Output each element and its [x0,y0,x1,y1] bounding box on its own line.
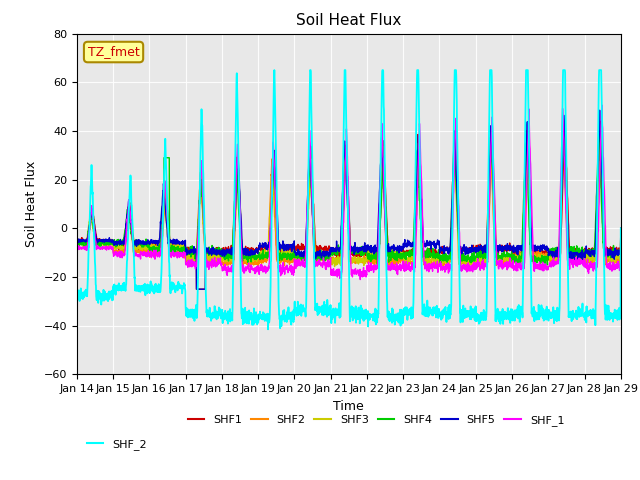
SHF3 [376,201,384,206]
SHF3 [584,253,592,259]
SHF4 [376,223,384,229]
SHF_1 [507,261,515,266]
Y-axis label: Soil Heat Flux: Soil Heat Flux [25,161,38,247]
SHF3 [423,264,431,270]
SHF_1 [584,269,592,275]
SHF_1 [365,259,372,265]
Line: SHF3: SHF3 [77,128,621,267]
SHF1 [376,216,384,221]
SHF2 [596,122,604,128]
SHF_2 [271,67,278,73]
SHF1 [73,239,81,244]
SHF5 [365,245,372,251]
SHF4 [73,240,81,246]
SHF5 [73,237,81,243]
SHF5 [225,248,232,254]
SHF3 [569,253,577,259]
SHF2 [584,258,592,264]
SHF2 [365,261,372,266]
SHF4 [584,251,592,257]
SHF5 [376,163,384,168]
SHF_1 [569,258,577,264]
SHF4 [617,226,625,231]
SHF_2 [584,311,592,316]
SHF1 [225,249,232,255]
SHF_2 [570,316,577,322]
SHF2 [569,252,577,258]
SHF_2 [377,159,385,165]
SHF5 [569,250,577,256]
SHF2 [376,192,384,198]
SHF4 [541,264,549,269]
SHF3 [596,125,604,131]
SHF4 [225,258,232,264]
SHF1 [596,118,604,124]
SHF_2 [617,226,625,231]
SHF3 [617,226,625,231]
SHF4 [507,252,515,258]
SHF1 [584,250,592,256]
Line: SHF_1: SHF_1 [77,105,621,279]
Line: SHF5: SHF5 [77,110,621,289]
SHF1 [365,251,372,256]
SHF5 [584,248,592,254]
Text: TZ_fmet: TZ_fmet [88,46,140,59]
SHF_2 [365,315,372,321]
SHF_2 [264,326,272,332]
SHF4 [569,250,577,255]
SHF4 [595,132,603,137]
SHF1 [569,252,577,258]
SHF3 [365,252,372,258]
SHF1 [193,286,200,292]
SHF_2 [508,314,515,320]
SHF3 [225,257,232,263]
SHF2 [225,259,232,264]
SHF_1 [598,102,605,108]
SHF4 [365,251,372,257]
SHF2 [507,258,515,264]
SHF5 [617,226,625,231]
X-axis label: Time: Time [333,400,364,413]
SHF_2 [225,315,232,321]
SHF1 [507,243,515,249]
SHF_1 [617,226,625,231]
SHF2 [408,266,416,272]
Line: SHF2: SHF2 [77,125,621,269]
SHF_2 [73,298,81,303]
SHF_1 [356,276,364,282]
SHF_1 [225,267,232,273]
SHF5 [193,286,200,292]
Title: Soil Heat Flux: Soil Heat Flux [296,13,401,28]
SHF_1 [73,245,81,251]
Line: SHF4: SHF4 [77,134,621,266]
SHF_1 [376,172,384,178]
SHF3 [507,257,515,263]
Line: SHF1: SHF1 [77,121,621,289]
SHF1 [617,226,625,231]
SHF5 [596,108,604,113]
Legend: SHF_2: SHF_2 [83,434,152,454]
Line: SHF_2: SHF_2 [77,70,621,329]
SHF2 [73,240,81,246]
SHF2 [617,226,625,231]
SHF5 [507,245,515,251]
SHF3 [73,241,81,247]
